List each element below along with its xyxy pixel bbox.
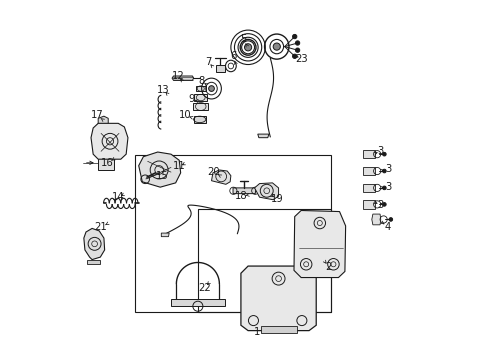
Text: 7: 7: [204, 57, 211, 67]
Circle shape: [388, 218, 392, 221]
Text: 18: 18: [234, 191, 247, 201]
Polygon shape: [161, 233, 169, 237]
Circle shape: [382, 152, 386, 156]
Circle shape: [382, 186, 386, 190]
Text: 22: 22: [198, 283, 211, 293]
Circle shape: [292, 54, 296, 58]
Polygon shape: [193, 103, 208, 111]
Text: 8: 8: [198, 76, 204, 86]
Text: 3: 3: [377, 200, 383, 210]
Polygon shape: [171, 299, 224, 306]
Polygon shape: [257, 134, 268, 138]
Circle shape: [295, 48, 299, 52]
Polygon shape: [98, 156, 113, 170]
Polygon shape: [362, 167, 374, 175]
Text: 13: 13: [157, 85, 169, 95]
Text: 12: 12: [171, 71, 184, 81]
Circle shape: [208, 86, 214, 91]
Text: 19: 19: [270, 194, 283, 204]
Circle shape: [244, 44, 251, 51]
Text: 17: 17: [90, 111, 103, 121]
Polygon shape: [91, 123, 128, 159]
Polygon shape: [86, 260, 100, 264]
Text: 3: 3: [384, 182, 390, 192]
Polygon shape: [98, 116, 108, 127]
Circle shape: [382, 169, 386, 173]
Circle shape: [292, 35, 296, 39]
Polygon shape: [193, 116, 205, 123]
Polygon shape: [194, 94, 206, 101]
Polygon shape: [211, 170, 230, 184]
Polygon shape: [172, 76, 193, 80]
Text: 15: 15: [155, 171, 168, 181]
Text: 3: 3: [377, 146, 383, 156]
Text: 4: 4: [384, 222, 390, 231]
Text: 20: 20: [207, 167, 220, 177]
Polygon shape: [293, 211, 345, 278]
Circle shape: [382, 203, 386, 206]
Text: 6: 6: [229, 51, 236, 61]
Text: 23: 23: [295, 54, 307, 64]
Polygon shape: [215, 65, 224, 72]
Polygon shape: [139, 152, 180, 187]
Text: 10: 10: [179, 111, 191, 121]
Polygon shape: [371, 214, 380, 225]
Text: 14: 14: [112, 192, 124, 202]
Polygon shape: [241, 266, 316, 330]
Text: 16: 16: [101, 158, 114, 168]
Polygon shape: [254, 183, 278, 200]
Polygon shape: [362, 200, 374, 209]
Polygon shape: [362, 150, 374, 158]
Text: 21: 21: [95, 222, 107, 232]
Text: 11: 11: [172, 161, 185, 171]
FancyBboxPatch shape: [261, 326, 297, 333]
Text: 5: 5: [240, 34, 246, 44]
Circle shape: [295, 41, 299, 45]
Text: 1: 1: [253, 327, 260, 337]
Circle shape: [273, 43, 280, 50]
Text: 2: 2: [325, 262, 331, 272]
Text: 3: 3: [384, 164, 390, 174]
Polygon shape: [233, 188, 255, 194]
Polygon shape: [195, 86, 205, 91]
Text: 9: 9: [188, 94, 195, 104]
Polygon shape: [83, 228, 104, 260]
Polygon shape: [362, 184, 374, 192]
